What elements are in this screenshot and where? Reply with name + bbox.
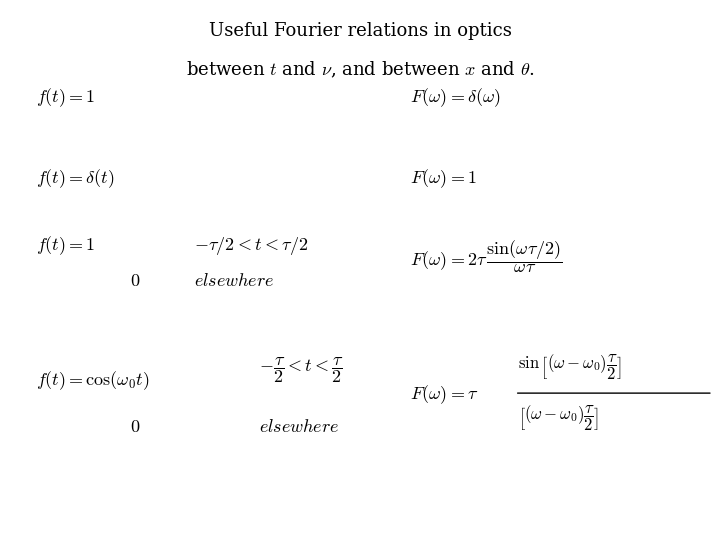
Text: $f(t) = 1$: $f(t) = 1$ <box>36 234 95 257</box>
Text: $\left[(\omega - \omega_0)\dfrac{\tau}{2}\right]$: $\left[(\omega - \omega_0)\dfrac{\tau}{2… <box>518 404 600 433</box>
Text: $F(\omega) = \tau$: $F(\omega) = \tau$ <box>410 383 479 406</box>
Text: $F(\omega) = 1$: $F(\omega) = 1$ <box>410 167 477 190</box>
Text: $f(t) = 1$: $f(t) = 1$ <box>36 86 95 109</box>
Text: $\it{elsewhere}$: $\it{elsewhere}$ <box>194 272 274 290</box>
Text: $-\dfrac{\tau}{2} < t < \dfrac{\tau}{2}$: $-\dfrac{\tau}{2} < t < \dfrac{\tau}{2}$ <box>259 355 344 384</box>
Text: $\sin\left[(\omega - \omega_0)\dfrac{\tau}{2}\right]$: $\sin\left[(\omega - \omega_0)\dfrac{\ta… <box>518 353 623 382</box>
Text: $F(\omega) = \delta(\omega)$: $F(\omega) = \delta(\omega)$ <box>410 86 501 109</box>
Text: $0$: $0$ <box>130 417 140 436</box>
Text: $0$: $0$ <box>130 272 140 290</box>
Text: $F(\omega) = 2\tau\,\dfrac{\sin(\omega\tau/2)}{\omega\tau}$: $F(\omega) = 2\tau\,\dfrac{\sin(\omega\t… <box>410 238 562 275</box>
Text: $f(t) = \cos(\omega_0 t)$: $f(t) = \cos(\omega_0 t)$ <box>36 369 149 392</box>
Text: between $t$ and $\nu$, and between $x$ and $\theta$.: between $t$ and $\nu$, and between $x$ a… <box>186 59 534 80</box>
Text: $f(t) = \delta(t)$: $f(t) = \delta(t)$ <box>36 167 114 190</box>
Text: $\it{elsewhere}$: $\it{elsewhere}$ <box>259 417 339 436</box>
Text: $-\tau/2 < t < \tau/2$: $-\tau/2 < t < \tau/2$ <box>194 235 309 256</box>
Text: Useful Fourier relations in optics: Useful Fourier relations in optics <box>209 22 511 39</box>
